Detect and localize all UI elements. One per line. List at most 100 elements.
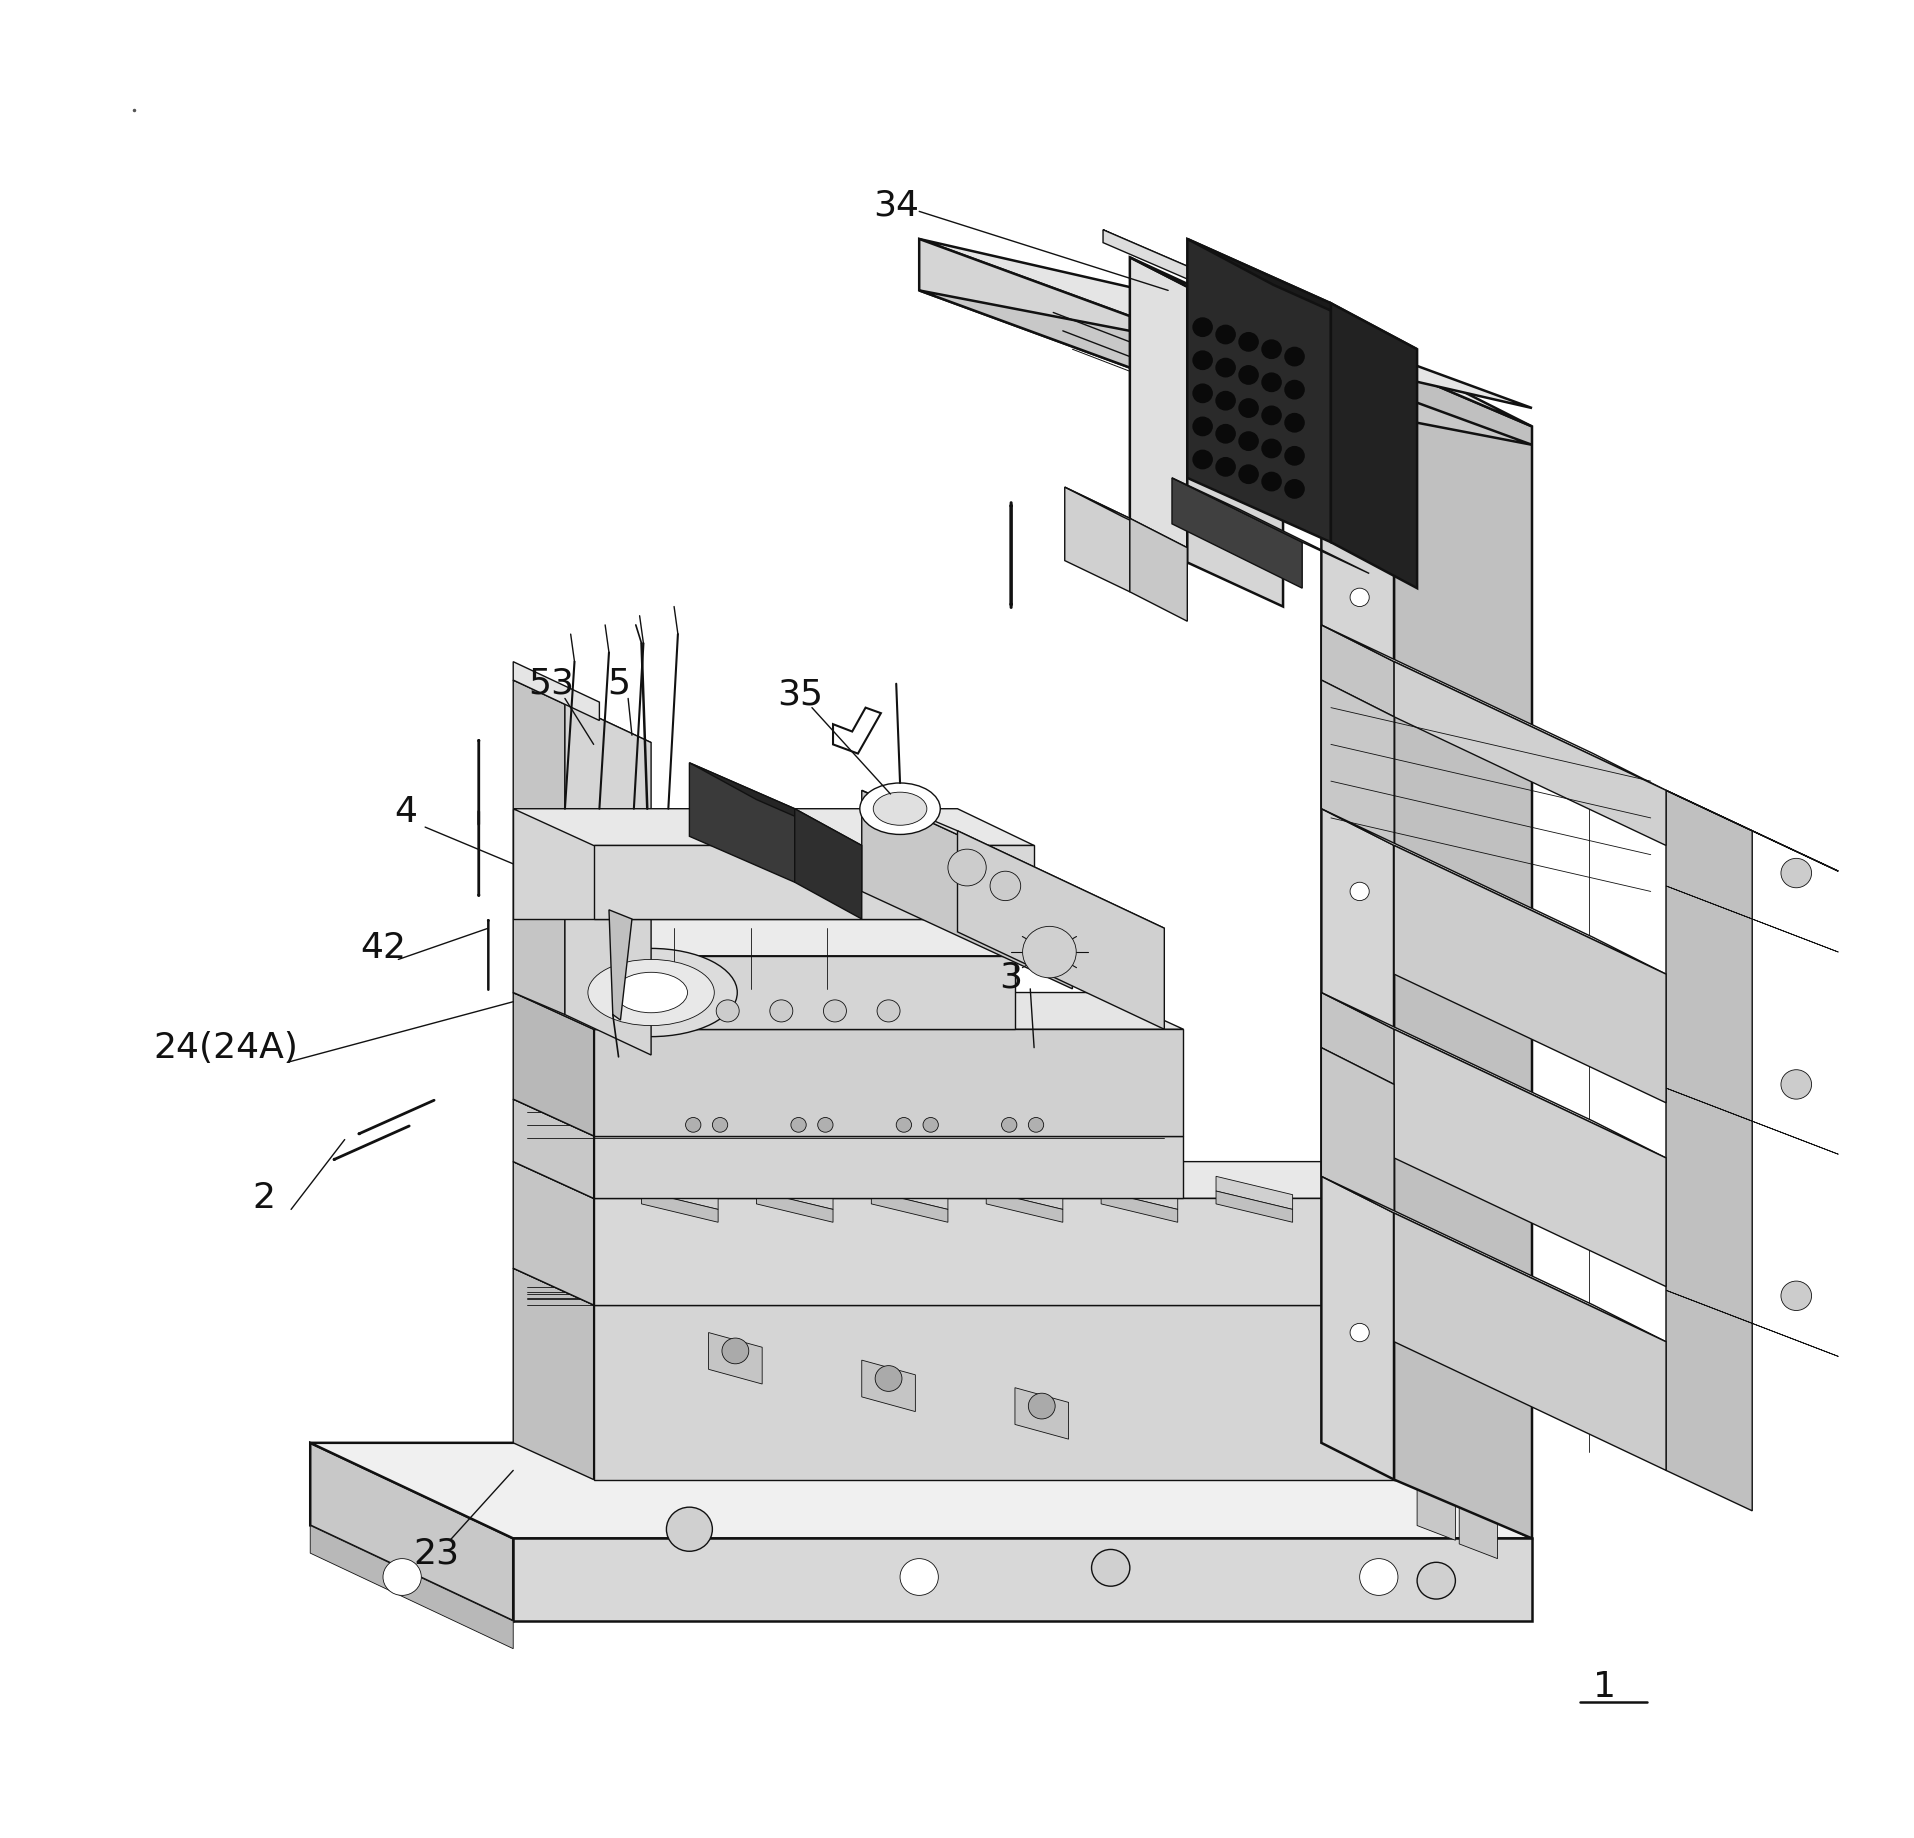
Polygon shape (957, 831, 1164, 1029)
Polygon shape (1665, 790, 1751, 1511)
Polygon shape (861, 790, 1164, 928)
Circle shape (1215, 325, 1235, 344)
Polygon shape (513, 680, 565, 1015)
Polygon shape (1330, 303, 1416, 588)
Circle shape (896, 1118, 911, 1132)
Circle shape (666, 1507, 712, 1551)
Polygon shape (513, 1268, 1522, 1305)
Circle shape (1261, 373, 1280, 391)
Circle shape (817, 1118, 833, 1132)
Polygon shape (513, 1099, 1183, 1136)
Circle shape (1215, 391, 1235, 410)
Circle shape (1349, 1176, 1369, 1195)
Polygon shape (1321, 331, 1531, 426)
Circle shape (875, 1366, 901, 1391)
Text: 3: 3 (999, 961, 1022, 994)
Polygon shape (1171, 478, 1369, 573)
Circle shape (877, 1000, 900, 1022)
Polygon shape (986, 1108, 1058, 1136)
Circle shape (716, 1000, 739, 1022)
Polygon shape (986, 1176, 1062, 1209)
Polygon shape (689, 763, 861, 845)
Polygon shape (593, 1305, 1522, 1480)
Polygon shape (708, 1333, 762, 1384)
Polygon shape (513, 919, 938, 993)
Polygon shape (513, 680, 651, 743)
Polygon shape (1321, 680, 1393, 845)
Circle shape (1238, 465, 1257, 483)
Text: 1: 1 (1592, 1671, 1615, 1704)
Circle shape (1284, 380, 1303, 399)
Polygon shape (670, 1108, 743, 1136)
Circle shape (1284, 480, 1303, 498)
Ellipse shape (873, 792, 926, 825)
Text: 42: 42 (360, 932, 406, 965)
Polygon shape (513, 1538, 1531, 1621)
Polygon shape (1187, 287, 1282, 607)
Polygon shape (593, 956, 1014, 1029)
Circle shape (1261, 472, 1280, 491)
Text: 4: 4 (394, 796, 417, 829)
Circle shape (1028, 1393, 1055, 1419)
Text: 34: 34 (873, 189, 919, 222)
Circle shape (1238, 432, 1257, 450)
Circle shape (1192, 318, 1212, 336)
Polygon shape (1393, 662, 1665, 845)
Circle shape (1349, 441, 1369, 460)
Polygon shape (1129, 518, 1187, 621)
Circle shape (1238, 399, 1257, 417)
Polygon shape (833, 708, 880, 754)
Polygon shape (513, 993, 593, 1136)
Circle shape (1192, 351, 1212, 369)
Polygon shape (1665, 886, 1837, 952)
Polygon shape (513, 809, 957, 919)
Text: 24(24A): 24(24A) (153, 1031, 299, 1064)
Circle shape (790, 1118, 806, 1132)
Polygon shape (1393, 1213, 1665, 1470)
Circle shape (769, 1000, 792, 1022)
Polygon shape (1321, 993, 1393, 1084)
Polygon shape (513, 662, 599, 720)
Polygon shape (1321, 331, 1393, 1480)
Polygon shape (513, 1099, 593, 1198)
Circle shape (1359, 1559, 1397, 1595)
Polygon shape (513, 1162, 1483, 1198)
Ellipse shape (859, 783, 940, 834)
Polygon shape (609, 910, 632, 1020)
Circle shape (1001, 1118, 1016, 1132)
Circle shape (1261, 406, 1280, 425)
Circle shape (1215, 458, 1235, 476)
Circle shape (685, 1118, 701, 1132)
Polygon shape (1187, 239, 1330, 542)
Polygon shape (861, 790, 1072, 989)
Polygon shape (513, 919, 1014, 956)
Circle shape (900, 1559, 938, 1595)
Polygon shape (1102, 230, 1256, 309)
Circle shape (1349, 1323, 1369, 1342)
Text: 53: 53 (528, 667, 574, 700)
Polygon shape (1328, 1415, 1531, 1538)
Text: 5: 5 (607, 667, 630, 700)
Polygon shape (310, 1443, 513, 1621)
Circle shape (1192, 450, 1212, 469)
Polygon shape (1101, 1176, 1177, 1209)
Polygon shape (1215, 1176, 1292, 1209)
Polygon shape (1129, 257, 1187, 562)
Circle shape (1349, 1029, 1369, 1048)
Circle shape (1261, 439, 1280, 458)
Circle shape (383, 1559, 421, 1595)
Circle shape (1261, 340, 1280, 358)
Circle shape (722, 1338, 748, 1364)
Polygon shape (1458, 1461, 1497, 1559)
Polygon shape (1215, 1191, 1292, 1222)
Circle shape (1091, 1549, 1129, 1586)
Polygon shape (1321, 1176, 1665, 1342)
Polygon shape (1321, 625, 1665, 790)
Polygon shape (794, 809, 861, 919)
Polygon shape (1393, 368, 1531, 1538)
Polygon shape (513, 993, 1183, 1029)
Ellipse shape (588, 959, 714, 1026)
Circle shape (1215, 358, 1235, 377)
Text: 23: 23 (413, 1537, 459, 1570)
Text: 35: 35 (777, 678, 823, 711)
